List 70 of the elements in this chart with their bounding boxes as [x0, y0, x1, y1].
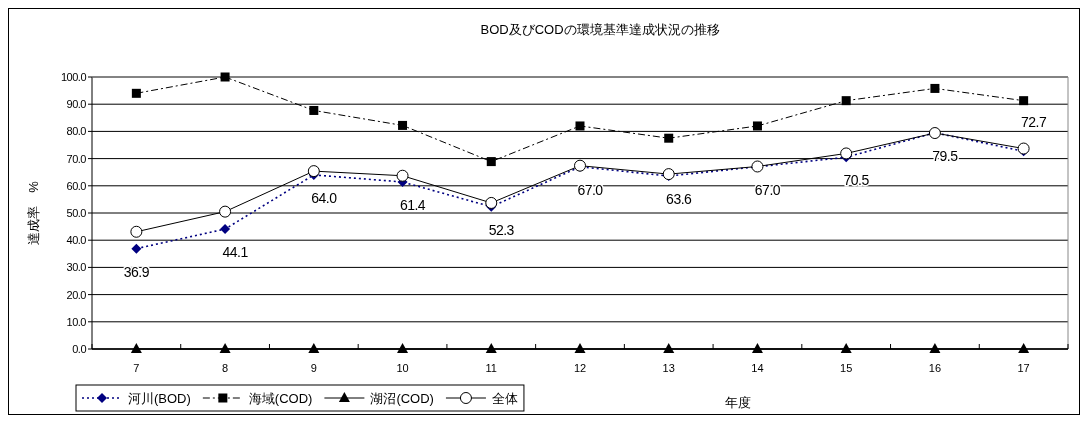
point — [840, 147, 853, 160]
y-tick-label: 50.0 — [66, 207, 87, 219]
point — [751, 343, 763, 353]
point — [575, 121, 585, 131]
point — [574, 343, 586, 353]
point — [485, 196, 498, 209]
point — [398, 120, 408, 130]
y-tick-label: 60.0 — [66, 179, 87, 192]
point — [929, 343, 941, 353]
x-tick-label: 15 — [840, 362, 853, 374]
data-label: 36.9 — [123, 263, 150, 280]
y-tick-label: 0.0 — [72, 343, 87, 355]
data-label: 63.6 — [666, 191, 693, 208]
data-label: 72.7 — [1021, 114, 1047, 131]
point — [1019, 96, 1029, 106]
data-label: 70.5 — [843, 172, 870, 189]
point — [307, 165, 320, 178]
point — [930, 83, 940, 93]
data-label: 44.1 — [222, 244, 249, 261]
y-tick-label: 10.0 — [66, 315, 87, 328]
data-label: 61.4 — [399, 196, 426, 213]
x-tick-label: 10 — [396, 362, 409, 374]
chart-title: BOD及びCODの環境基準達成状況の推移 — [480, 22, 720, 37]
data-label: 52.3 — [488, 221, 515, 238]
data-label: 67.0 — [754, 181, 781, 198]
y-tick-label: 30.0 — [66, 261, 87, 274]
point — [1017, 142, 1030, 155]
point — [664, 133, 674, 143]
x-tick-label: 12 — [573, 362, 587, 374]
point — [130, 225, 143, 238]
legend-label: 海域(COD) — [248, 391, 313, 406]
y-tick-label: 90.0 — [66, 98, 87, 111]
y-tick-label: 100.0 — [60, 71, 87, 83]
point — [309, 105, 319, 115]
x-tick-label: 13 — [662, 362, 675, 374]
point — [663, 343, 675, 353]
point — [1018, 343, 1030, 353]
x-tick-label: 17 — [1017, 362, 1030, 374]
legend-label: 湖沼(COD) — [370, 391, 434, 406]
point — [220, 224, 231, 235]
point — [130, 343, 142, 353]
data-label: 64.0 — [311, 189, 338, 206]
point — [131, 88, 141, 98]
x-tick-label: 16 — [928, 362, 942, 374]
x-tick-label: 8 — [222, 362, 229, 374]
x-tick-label: 7 — [133, 362, 140, 374]
y-tick-label: 80.0 — [66, 125, 87, 138]
point — [219, 343, 231, 353]
point — [841, 96, 851, 106]
point — [396, 169, 409, 182]
y-tick-label: 70.0 — [66, 152, 87, 165]
x-tick-label: 11 — [485, 362, 497, 374]
point — [485, 343, 497, 353]
point — [752, 121, 762, 131]
y-axis-title: 達成率 % — [26, 180, 41, 245]
point — [840, 343, 852, 353]
y-tick-label: 20.0 — [66, 288, 87, 301]
point — [397, 343, 409, 353]
data-label: 67.0 — [577, 181, 604, 198]
x-tick-label: 14 — [751, 362, 764, 374]
point — [308, 343, 320, 353]
legend-label: 河川(BOD) — [128, 391, 191, 406]
point — [220, 72, 230, 82]
x-tick-label: 9 — [310, 362, 317, 374]
point — [219, 205, 232, 218]
y-tick-label: 40.0 — [66, 234, 87, 247]
x-axis-title: 年度 — [725, 395, 751, 410]
point — [486, 157, 496, 167]
point — [131, 243, 142, 254]
legend-label: 全体 — [491, 391, 518, 406]
